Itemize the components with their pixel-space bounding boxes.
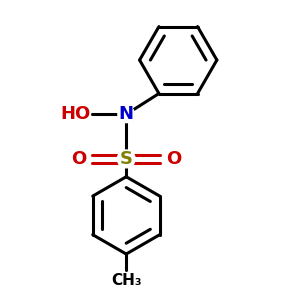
Text: O: O: [166, 150, 182, 168]
Circle shape: [165, 150, 183, 168]
Circle shape: [118, 106, 134, 123]
Circle shape: [70, 150, 88, 168]
Text: N: N: [119, 105, 134, 123]
Text: S: S: [120, 150, 133, 168]
Text: CH₃: CH₃: [111, 273, 142, 288]
Text: HO: HO: [61, 105, 91, 123]
Text: O: O: [71, 150, 86, 168]
Circle shape: [64, 102, 88, 126]
Circle shape: [117, 150, 135, 168]
